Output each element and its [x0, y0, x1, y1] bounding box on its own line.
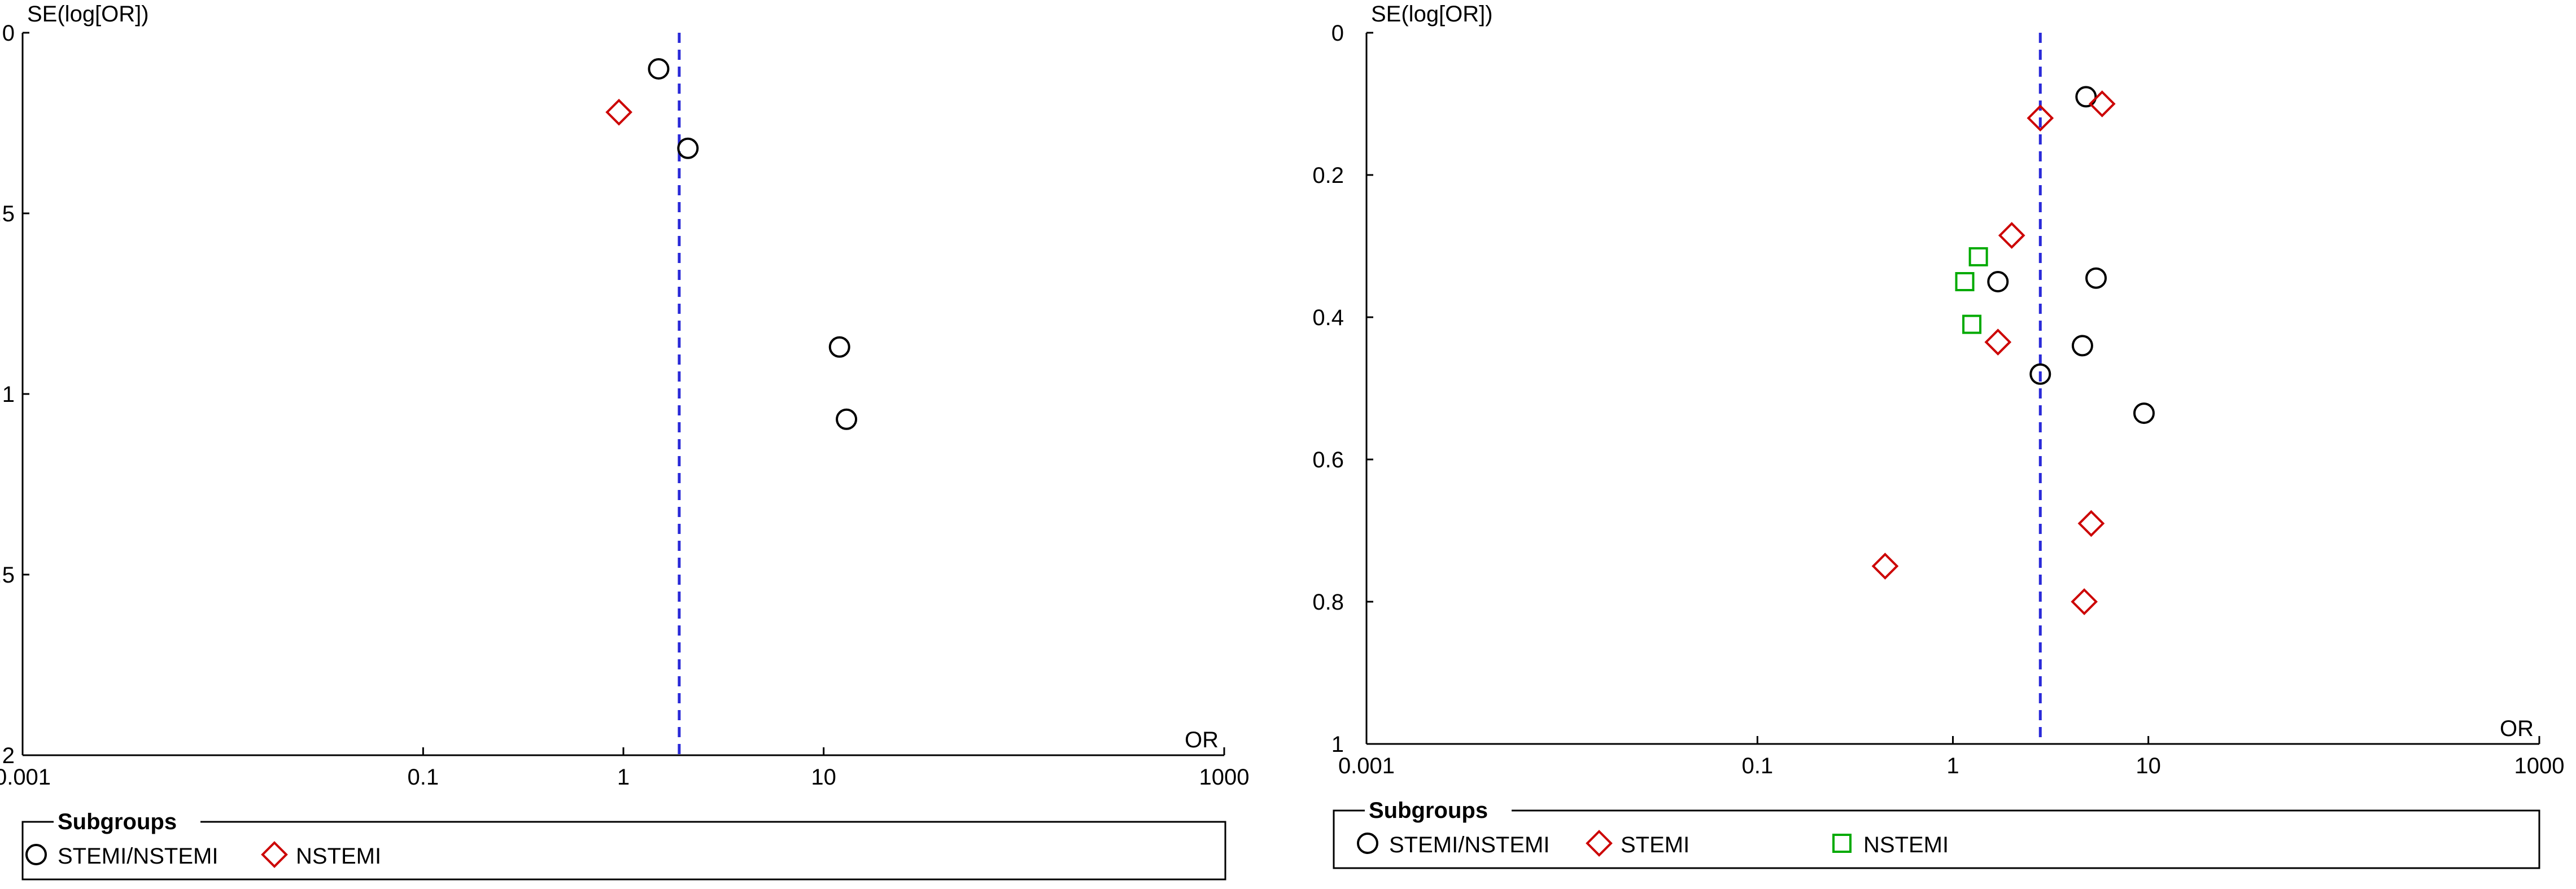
x-tick-label: 1 [617, 765, 630, 790]
x-tick-label: 10 [811, 765, 836, 790]
data-point-square [1962, 314, 1982, 334]
y-tick-label: 0 [2, 21, 15, 46]
data-point-diamond [2071, 588, 2098, 615]
data-point-diamond [1984, 329, 2012, 356]
y-tick-label: 1.5 [0, 563, 15, 588]
legend-label: NSTEMI [1863, 833, 1949, 857]
legend-title-background [1365, 798, 1512, 821]
x-tick-label: 0.1 [1742, 754, 1774, 778]
x-tick-label: 1000 [2514, 754, 2565, 778]
y-axis-title: SE(log[OR]) [1371, 2, 1493, 27]
data-point-diamond [1871, 553, 1899, 580]
x-tick-label: 1 [1946, 754, 1959, 778]
data-point-square [1955, 272, 1975, 291]
legend-marker-circle [1357, 833, 1378, 854]
y-tick-label: 1 [1331, 732, 1344, 757]
data-point-square [1968, 247, 1988, 266]
x-axis-title: OR [1185, 728, 1219, 752]
data-point-circle [836, 408, 858, 430]
legend-label: STEMI/NSTEMI [58, 844, 218, 869]
x-tick-label: 10 [2136, 754, 2161, 778]
x-tick-label: 0.001 [0, 765, 51, 790]
data-point-circle [2085, 267, 2107, 289]
data-point-circle [2029, 363, 2051, 385]
data-point-diamond [1998, 222, 2025, 249]
y-tick-label: 1 [2, 382, 15, 407]
x-tick-label: 0.1 [408, 765, 439, 790]
legend-label: NSTEMI [296, 844, 381, 869]
y-tick-label: 0.2 [1312, 163, 1344, 188]
y-tick-label: 0.8 [1312, 590, 1344, 615]
legend-title-background [54, 809, 200, 832]
legend-title: Subgroups [58, 809, 177, 834]
y-tick-label: 0 [1331, 21, 1344, 46]
x-tick-label: 0.001 [1338, 754, 1395, 778]
y-tick-label: .5 [0, 202, 15, 226]
legend-marker-diamond [261, 841, 288, 868]
data-point-circle [2133, 402, 2155, 424]
data-point-diamond [605, 98, 632, 126]
data-point-circle [2071, 335, 2093, 357]
y-tick-label: 0.6 [1312, 448, 1344, 472]
legend-label: STEMI/NSTEMI [1389, 833, 1549, 857]
y-tick-label: 0.4 [1312, 305, 1344, 330]
data-point-circle [677, 137, 699, 159]
data-point-diamond [2027, 104, 2054, 132]
y-axis-title: SE(log[OR]) [27, 2, 149, 27]
data-point-circle [1987, 271, 2009, 292]
legend-title: Subgroups [1369, 798, 1488, 823]
legend-marker-square [1832, 834, 1852, 853]
data-point-diamond [2077, 510, 2105, 537]
legend-box [1333, 809, 2540, 869]
data-point-circle [2075, 86, 2097, 108]
y-tick-label: 2 [2, 743, 15, 768]
data-point-diamond [2088, 90, 2116, 117]
legend-box [21, 821, 1226, 881]
data-point-circle [828, 336, 850, 358]
x-axis-title: OR [2500, 716, 2534, 741]
x-tick-label: 1000 [1199, 765, 1250, 790]
data-point-circle [648, 58, 670, 80]
legend-marker-circle [25, 844, 47, 865]
legend-label: STEMI [1621, 833, 1689, 857]
legend-marker-diamond [1586, 830, 1613, 857]
